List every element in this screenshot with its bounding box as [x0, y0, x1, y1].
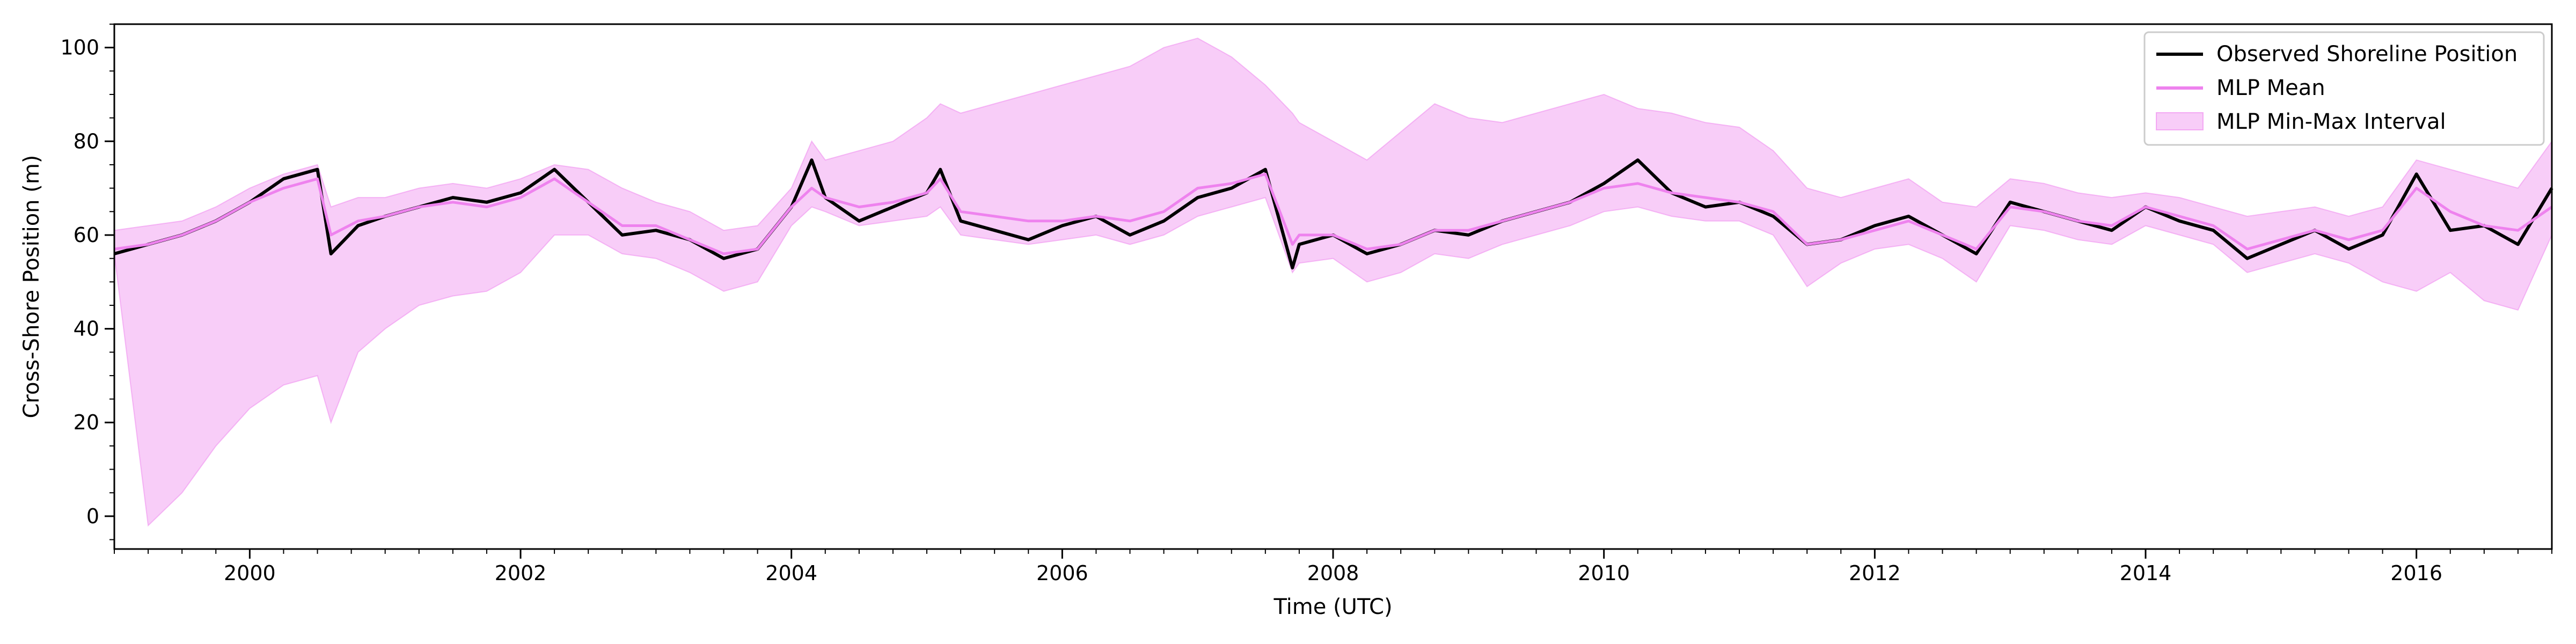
series-observed-shoreline [114, 158, 2553, 270]
y-tick-label: 20 [74, 411, 99, 434]
line-layer [114, 158, 2553, 270]
x-axis-ticks: 2000 2002 2004 2006 2008 2010 2012 2014 2016 [114, 549, 2552, 585]
x-axis-title: Time (UTC) [1273, 595, 1392, 619]
legend-label-mlp-interval: MLP Min-Max Interval [2216, 109, 2446, 134]
x-tick-label: 2002 [495, 561, 547, 585]
x-tick-label: 2000 [224, 561, 276, 585]
x-tick-label: 2012 [1849, 561, 1901, 585]
legend-label-mlp-mean: MLP Mean [2216, 76, 2325, 100]
y-tick-label: 100 [60, 36, 99, 60]
series-mlp-mean [114, 172, 2553, 255]
y-tick-label: 60 [74, 223, 99, 247]
legend-label-observed: Observed Shoreline Position [2216, 42, 2518, 67]
y-axis-title: Cross-Shore Position (m) [19, 155, 44, 419]
x-tick-label: 2006 [1036, 561, 1088, 585]
legend-box [2143, 31, 2545, 146]
x-tick-label: 2004 [765, 561, 817, 585]
x-tick-label: 2016 [2390, 561, 2442, 585]
y-axis-ticks: 0 20 40 60 80 100 [60, 24, 114, 540]
y-tick-label: 80 [74, 129, 99, 153]
legend-swatch-mlp-interval [2156, 112, 2204, 130]
legend: Observed Shoreline Position MLP Mean MLP… [2143, 31, 2545, 146]
x-tick-label: 2010 [1578, 561, 1630, 585]
x-tick-label: 2008 [1307, 561, 1359, 585]
y-tick-label: 0 [86, 504, 99, 528]
x-tick-label: 2014 [2120, 561, 2172, 585]
y-tick-label: 40 [74, 317, 99, 341]
